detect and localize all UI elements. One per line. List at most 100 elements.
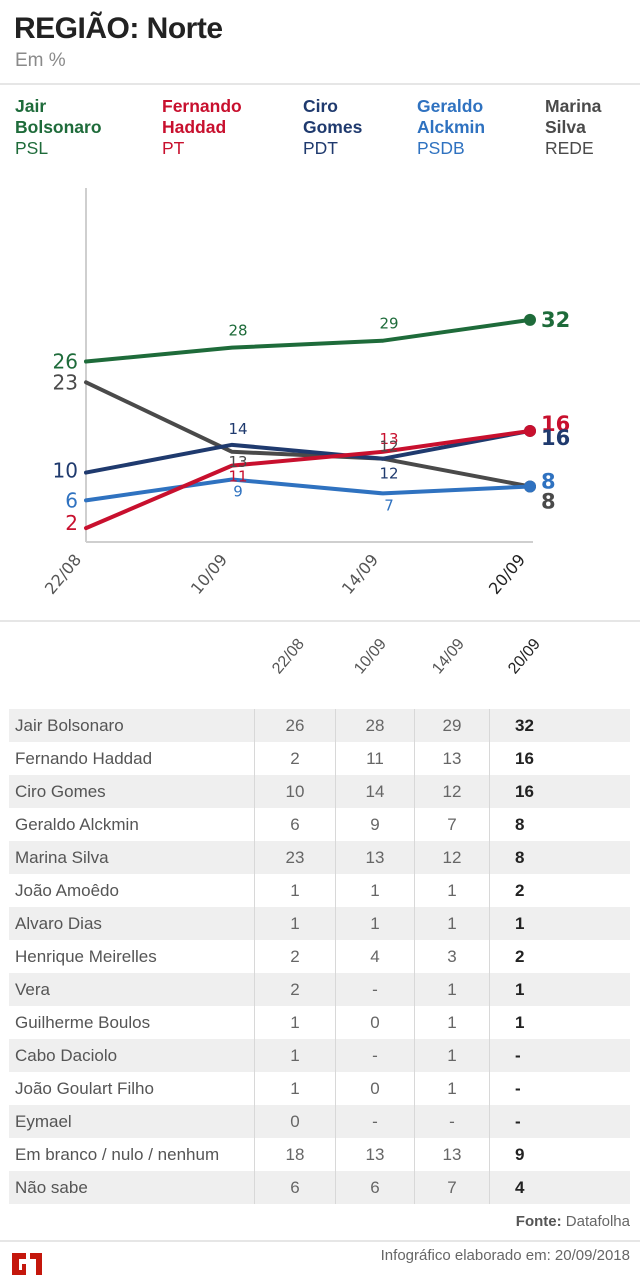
series-line <box>84 477 532 503</box>
legend-party: REDE <box>545 138 594 158</box>
page-title: REGIÃO: Norte <box>14 12 223 45</box>
latest-value-cell: - <box>489 1039 629 1072</box>
table-row: Alvaro Dias 1 1 1 1 <box>9 907 630 940</box>
candidate-name: Geraldo Alckmin <box>15 815 139 834</box>
candidate-name: Não sabe <box>15 1178 88 1197</box>
legend-name: Marina <box>545 96 602 116</box>
data-label: 10 <box>53 459 78 483</box>
latest-value-cell: 1 <box>489 973 629 1006</box>
legend-item-haddad: Fernando Haddad PT <box>162 96 242 159</box>
value-cell: 1 <box>254 907 335 940</box>
value-cell: 1 <box>254 1072 335 1105</box>
g1-logo-g <box>12 1253 26 1275</box>
candidate-name: Fernando Haddad <box>15 749 153 768</box>
value-cell: 13 <box>335 1138 414 1171</box>
data-label: 29 <box>379 315 398 333</box>
value-cell: 7 <box>414 808 489 841</box>
value-cell: 7 <box>414 1171 489 1204</box>
table-row: Em branco / nulo / nenhum 18 13 13 9 <box>9 1138 630 1171</box>
legend-name: Geraldo <box>417 96 484 116</box>
value-cell: 12 <box>414 841 489 874</box>
latest-value-cell: 16 <box>489 775 629 808</box>
legend-name: Alckmin <box>417 117 486 137</box>
latest-value-cell: - <box>489 1072 629 1105</box>
column-header: 22/08 <box>269 635 308 678</box>
data-label: 12 <box>379 438 398 456</box>
value-cell: 23 <box>254 841 335 874</box>
candidate-name: Vera <box>15 980 50 999</box>
table-row: Geraldo Alckmin 6 9 7 8 <box>9 808 630 841</box>
value-cell: 11 <box>335 742 414 775</box>
data-label: 7 <box>384 496 394 514</box>
data-label: 16 <box>541 426 570 450</box>
value-cell: 10 <box>254 775 335 808</box>
data-label: 11 <box>228 468 247 486</box>
x-tick-label: 10/09 <box>187 550 231 598</box>
column-header: 20/09 <box>505 635 544 678</box>
value-cell: 13 <box>414 742 489 775</box>
x-tick-label: 14/09 <box>338 550 382 598</box>
latest-value-cell: 32 <box>489 709 629 742</box>
x-tick-label: 20/09 <box>485 550 529 598</box>
legend-name: Jair <box>15 96 47 116</box>
candidate-name: João Amoêdo <box>15 881 119 900</box>
value-cell: 6 <box>254 808 335 841</box>
candidate-name: Alvaro Dias <box>15 914 102 933</box>
footer-divider <box>0 1240 640 1242</box>
value-cell: 1 <box>254 1039 335 1072</box>
table-row: Jair Bolsonaro 26 28 29 32 <box>9 709 630 742</box>
value-cell: - <box>335 973 414 1006</box>
latest-value-cell: 1 <box>489 907 629 940</box>
value-cell: 2 <box>254 742 335 775</box>
table-row: Ciro Gomes 10 14 12 16 <box>9 775 630 808</box>
chart-divider <box>0 620 640 622</box>
latest-value-cell: 1 <box>489 1006 629 1039</box>
latest-value-cell: 8 <box>489 808 629 841</box>
series-end-marker <box>524 313 536 326</box>
table-row: Guilherme Boulos 1 0 1 1 <box>9 1006 630 1039</box>
data-label: 13 <box>228 453 247 471</box>
data-label: 13 <box>379 430 398 448</box>
candidate-name: Cabo Daciolo <box>15 1046 118 1065</box>
table-row: Marina Silva 23 13 12 8 <box>9 841 630 874</box>
legend-name: Silva <box>545 117 586 137</box>
data-label: 2 <box>65 511 78 535</box>
source-label: Fonte: <box>515 1213 562 1230</box>
page-subtitle: Em % <box>15 50 66 71</box>
value-cell: 29 <box>414 709 489 742</box>
value-cell: 1 <box>414 1072 489 1105</box>
value-cell: 2 <box>254 973 335 1006</box>
data-label: 8 <box>541 469 556 493</box>
data-label: 12 <box>379 465 398 483</box>
column-header: 14/09 <box>429 635 468 678</box>
legend-party: PSL <box>15 138 49 158</box>
value-cell: - <box>335 1105 414 1138</box>
latest-value-cell: 8 <box>489 841 629 874</box>
table-row: João Amoêdo 1 1 1 2 <box>9 874 630 907</box>
column-header: 10/09 <box>351 635 390 678</box>
infographic-date-note: Infográfico elaborado em: 20/09/2018 <box>380 1247 630 1264</box>
value-cell: 14 <box>335 775 414 808</box>
legend-party: PDT <box>303 138 338 158</box>
value-cell: 12 <box>414 775 489 808</box>
value-cell: 6 <box>254 1171 335 1204</box>
header-divider <box>0 83 640 85</box>
table-row: Vera 2-1 1 <box>9 973 630 1006</box>
value-cell: 26 <box>254 709 335 742</box>
value-cell: 6 <box>335 1171 414 1204</box>
legend-name: Haddad <box>162 117 227 137</box>
legend-name: Fernando <box>162 96 242 116</box>
table-row: Fernando Haddad 2 11 13 16 <box>9 742 630 775</box>
candidate-name: Ciro Gomes <box>15 782 106 801</box>
value-cell: 18 <box>254 1138 335 1171</box>
data-label: 8 <box>541 489 556 513</box>
chart-legend: Jair Bolsonaro PSL Fernando Haddad PT Ci… <box>0 96 640 166</box>
candidate-name: Henrique Meirelles <box>15 947 157 966</box>
g1-logo-1 <box>30 1253 42 1275</box>
value-cell: 13 <box>335 841 414 874</box>
data-label: 16 <box>541 412 570 436</box>
candidate-name: Em branco / nulo / nenhum <box>15 1145 220 1164</box>
series-end-marker <box>524 424 536 437</box>
legend-name: Gomes <box>303 117 363 137</box>
